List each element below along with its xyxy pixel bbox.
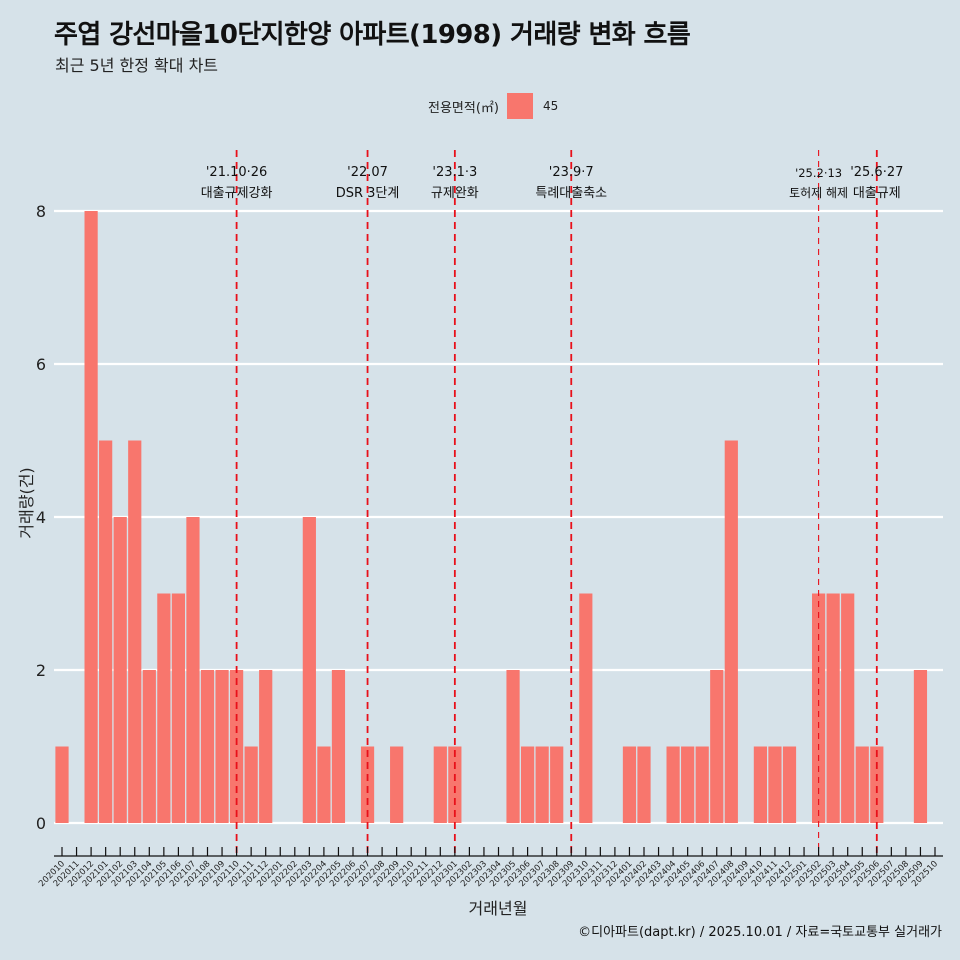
bar (128, 440, 142, 823)
y-tick-label: 4 (36, 508, 46, 527)
legend-swatch (506, 93, 533, 119)
bar (550, 746, 564, 823)
event-label: 규제완화 (431, 186, 479, 201)
bar (812, 593, 826, 823)
event-date: '25.2·13 (795, 166, 842, 180)
event-date: '23.1·3 (432, 165, 477, 180)
x-axis: 2020102020112020122021012021022021032021… (37, 847, 943, 889)
event-label: 대출규제강화 (201, 186, 273, 201)
bar (826, 593, 840, 823)
bar (244, 746, 258, 823)
bar (753, 746, 767, 823)
event-date: '23.9·7 (549, 165, 594, 180)
bar (913, 670, 928, 823)
y-axis-label: 거래량(건) (17, 467, 36, 538)
bar (506, 670, 520, 823)
event-label: 특례대출축소 (535, 186, 607, 201)
bar (331, 670, 346, 823)
bar (695, 746, 709, 823)
bar (360, 746, 375, 823)
y-axis: 0 2 4 6 8 (36, 202, 46, 833)
bar (317, 746, 331, 823)
bar (681, 746, 695, 823)
bar (142, 670, 156, 823)
legend-title: 전용면적(㎡) (428, 100, 499, 116)
event-date: '22.07 (347, 165, 388, 180)
y-tick-label: 0 (36, 814, 46, 833)
event-date: '25.6·27 (850, 165, 903, 180)
bar (448, 746, 462, 823)
event-label: 토허제 해제 (789, 186, 848, 200)
bar (186, 517, 200, 823)
caption: ©디아파트(dapt.kr) / 2025.10.01 / 자료=국토교통부 실… (578, 925, 942, 940)
bar (521, 746, 535, 823)
bar (710, 670, 724, 823)
bar (302, 517, 316, 823)
y-tick-label: 6 (36, 355, 46, 374)
bar (855, 746, 869, 823)
bar (200, 670, 215, 823)
bar (637, 746, 651, 823)
bar (535, 746, 549, 823)
bar (157, 593, 171, 823)
bar (215, 670, 229, 823)
bar (622, 746, 637, 823)
bar (870, 746, 884, 823)
bar (171, 593, 185, 823)
bar (841, 593, 855, 823)
bar (230, 670, 244, 823)
event-label: DSR 3단계 (336, 186, 400, 201)
bar (782, 746, 797, 823)
bar (84, 211, 98, 823)
chart-subtitle: 최근 5년 한정 확대 차트 (55, 56, 219, 75)
bar (768, 746, 782, 823)
x-axis-label: 거래년월 (469, 899, 528, 918)
bar (579, 593, 593, 823)
bar (99, 440, 113, 823)
bar (390, 746, 404, 823)
event-date: '21.10·26 (206, 165, 267, 180)
y-tick-label: 8 (36, 202, 46, 221)
legend-entry-label: 45 (542, 99, 559, 113)
bar (724, 440, 738, 823)
bars (55, 211, 928, 823)
event-label: 대출규제 (853, 186, 901, 201)
bar (55, 746, 69, 823)
chart-title: 주엽 강선마을10단지한양 아파트(1998) 거래량 변화 흐름 (54, 20, 691, 50)
y-tick-label: 2 (36, 661, 46, 680)
legend: 전용면적(㎡) 45 (428, 93, 558, 119)
bar (433, 746, 447, 823)
bar (259, 670, 273, 823)
bar (113, 517, 127, 823)
bar (666, 746, 680, 823)
event-lines: '21.10·26 대출규제강화 '22.07 DSR 3단계 '23.1·3 규제완화 '… (201, 150, 903, 856)
